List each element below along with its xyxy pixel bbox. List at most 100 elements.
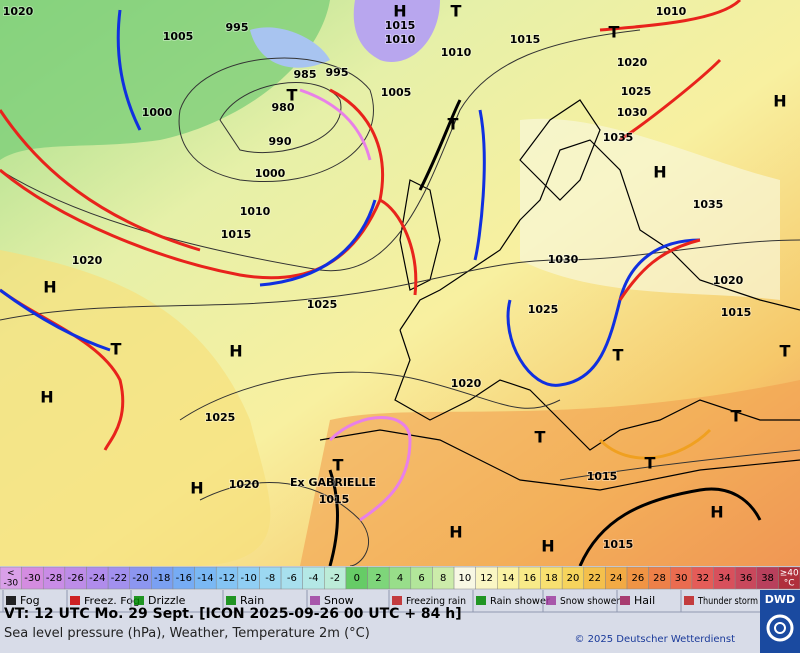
warm-front bbox=[0, 88, 385, 280]
scale-label: 32 bbox=[696, 573, 709, 584]
legend-icon bbox=[70, 596, 80, 605]
legend-icon bbox=[310, 596, 320, 605]
pressure-label: 1010 bbox=[656, 5, 687, 18]
dwd-logo-text: DWD bbox=[765, 593, 795, 606]
legend-icon bbox=[476, 596, 486, 605]
dwd-logo-swirl bbox=[766, 614, 794, 642]
warm-front bbox=[0, 109, 201, 252]
scale-label: ≥40 bbox=[780, 569, 799, 579]
legend-label: Rain shower bbox=[490, 596, 551, 607]
high-label: H bbox=[229, 342, 242, 361]
pressure-label: 1020 bbox=[72, 254, 103, 267]
pressure-label: 1025 bbox=[307, 298, 338, 311]
legend-label: Drizzle bbox=[148, 594, 186, 607]
legend-icon bbox=[684, 596, 694, 605]
legend-label: Thunder storm bbox=[697, 596, 758, 607]
coastline bbox=[399, 139, 800, 331]
pressure-label: 1020 bbox=[229, 478, 260, 491]
scale-label: -26 bbox=[68, 573, 84, 584]
scale-label: -2 bbox=[330, 573, 340, 584]
coastline bbox=[394, 329, 800, 451]
low-label: T bbox=[535, 428, 546, 447]
pressure-label: 1015 bbox=[385, 19, 416, 32]
cold-front bbox=[259, 199, 377, 287]
scale-label: 26 bbox=[631, 573, 644, 584]
low-label: T bbox=[645, 454, 656, 473]
cool-area bbox=[250, 27, 330, 68]
isobar bbox=[178, 57, 374, 182]
pressure-label: 985 bbox=[294, 68, 317, 81]
cold-front bbox=[0, 288, 111, 352]
scale-label: 20 bbox=[567, 573, 580, 584]
trough-line bbox=[578, 487, 762, 567]
legend-label: Freez. Fog bbox=[84, 596, 140, 607]
scale-label: -18 bbox=[154, 573, 170, 584]
scale-label: 24 bbox=[610, 573, 623, 584]
scale-label: 28 bbox=[653, 573, 666, 584]
high-label: H bbox=[190, 479, 203, 498]
pressure-label: 1020 bbox=[617, 56, 648, 69]
scandinavia bbox=[519, 99, 601, 201]
scale-label: -28 bbox=[46, 573, 62, 584]
scale-label: -12 bbox=[219, 573, 235, 584]
scale-label: -6 bbox=[287, 573, 297, 584]
scale-label: 0 bbox=[354, 573, 360, 584]
legend-icon bbox=[226, 596, 236, 605]
legend-icon bbox=[6, 596, 16, 605]
legend-label: Freezing rain bbox=[406, 596, 466, 607]
high-label: H bbox=[710, 503, 723, 522]
pressure-label: 1015 bbox=[603, 538, 634, 551]
low-label: T bbox=[613, 346, 624, 365]
africa-coast bbox=[319, 429, 800, 491]
occluded-front bbox=[506, 238, 701, 387]
scale-label: 12 bbox=[480, 573, 493, 584]
scale-label: -10 bbox=[240, 573, 256, 584]
dwd-logo-swirl bbox=[774, 622, 786, 634]
scale-label: 16 bbox=[523, 573, 536, 584]
legend-label: Hail bbox=[634, 594, 655, 607]
low-label: T bbox=[333, 456, 344, 475]
valid-time: VT: 12 UTC Mo. 29 Sept. [ICON 2025-09-26… bbox=[4, 606, 462, 622]
warm-area bbox=[0, 250, 271, 566]
legend-label: Snow bbox=[324, 594, 354, 607]
occlusion bbox=[299, 88, 372, 161]
high-label: H bbox=[773, 92, 786, 111]
pressure-label: 980 bbox=[272, 101, 295, 114]
legend-label: Fog bbox=[20, 594, 40, 607]
weather-legend: Fog Freez. Fog Drizzle Rain Snow Freezing rai… bbox=[0, 590, 760, 613]
scale-label: 18 bbox=[545, 573, 558, 584]
pressure-label: 995 bbox=[326, 66, 349, 79]
storm-name: Ex GABRIELLE bbox=[290, 476, 376, 489]
warm-front bbox=[618, 238, 701, 301]
low-label: T bbox=[609, 23, 620, 42]
scale-label: 30 bbox=[675, 573, 688, 584]
scale-label: -14 bbox=[197, 573, 213, 584]
legend-label: Snow shower bbox=[560, 596, 621, 607]
warm-front bbox=[619, 58, 722, 142]
legend-icon bbox=[546, 596, 556, 605]
pressure-label: 1015 bbox=[221, 228, 252, 241]
scale-label: 6 bbox=[418, 573, 424, 584]
low-label: T bbox=[451, 2, 462, 21]
warm-front bbox=[379, 198, 418, 296]
low-label: T bbox=[448, 115, 459, 134]
low-label: T bbox=[731, 407, 742, 426]
pressure-label: 1005 bbox=[381, 86, 412, 99]
high-label: H bbox=[43, 278, 56, 297]
high-label: H bbox=[393, 2, 406, 21]
isobar bbox=[179, 371, 561, 421]
high-label: H bbox=[449, 523, 462, 542]
scale-label: -4 bbox=[309, 573, 319, 584]
coastlines bbox=[319, 99, 800, 491]
scale-label: -20 bbox=[132, 573, 148, 584]
scale-label: -16 bbox=[176, 573, 192, 584]
copyright: © 2025 Deutscher Wetterdienst bbox=[574, 634, 735, 645]
high-label: H bbox=[653, 163, 666, 182]
pressure-label: 1005 bbox=[163, 30, 194, 43]
high-label: H bbox=[40, 388, 53, 407]
dwd-logo bbox=[760, 590, 800, 653]
pressure-label: 1020 bbox=[713, 274, 744, 287]
low-label: T bbox=[287, 86, 298, 105]
scale-label: -24 bbox=[89, 573, 105, 584]
